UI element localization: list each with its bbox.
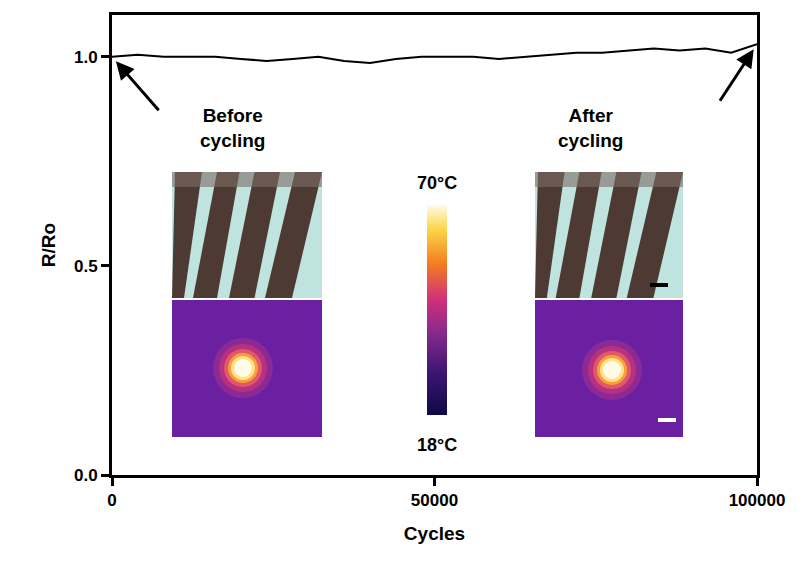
svg-text:Beforecycling: Beforecycling <box>200 105 265 151</box>
svg-text:0.5: 0.5 <box>74 257 98 276</box>
svg-text:Cycles: Cycles <box>404 523 465 544</box>
svg-text:70°C: 70°C <box>417 173 457 193</box>
svg-text:0: 0 <box>107 491 116 510</box>
svg-text:1.0: 1.0 <box>74 48 98 67</box>
svg-text:R/Ro: R/Ro <box>38 223 59 267</box>
svg-text:0.0: 0.0 <box>74 466 98 485</box>
svg-text:50000: 50000 <box>411 491 458 510</box>
svg-text:100000: 100000 <box>729 491 786 510</box>
svg-text:Aftercycling: Aftercycling <box>558 105 623 151</box>
svg-text:18°C: 18°C <box>417 435 457 455</box>
